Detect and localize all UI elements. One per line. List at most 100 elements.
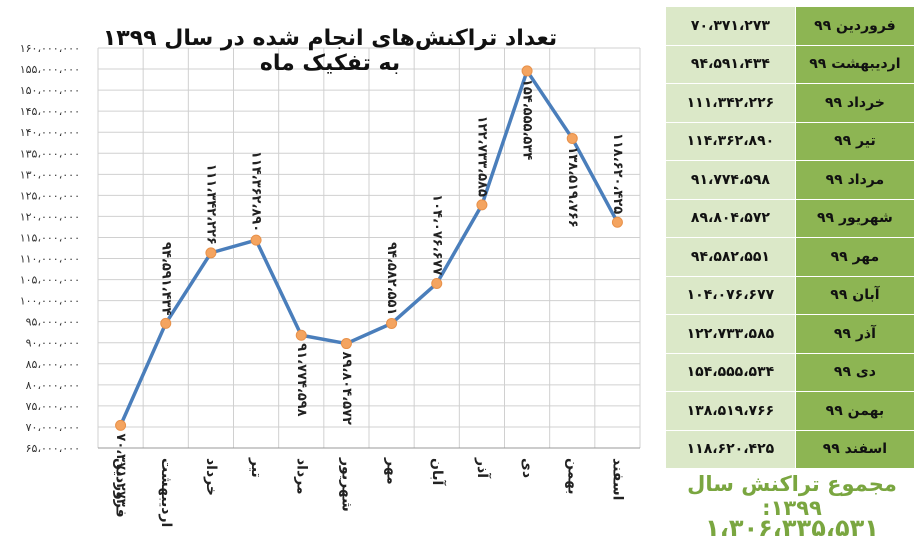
data-label: ۱۱۱،۳۴۲،۲۲۶ bbox=[203, 164, 218, 245]
table-value-cell: ۱۵۴،۵۵۵،۵۳۴ bbox=[665, 352, 796, 392]
x-tick-label: آبان bbox=[429, 458, 447, 486]
chart-svg: ۱۶۰،۰۰۰،۰۰۰ ۱۵۵،۰۰۰،۰۰۰ ۱۵۰،۰۰۰،۰۰۰ ۱۴۵،۰۰۰… bbox=[20, 42, 641, 527]
monthly-table: فروردین ۹۹ ۷۰،۳۷۱،۲۷۳ اردیبهشت ۹۹ ۹۴،۵۹۱،۴۳… bbox=[665, 6, 916, 469]
table-value-cell: ۱۲۲،۷۳۳،۵۸۵ bbox=[665, 314, 796, 354]
table-value-cell: ۱۳۸،۵۱۹،۷۶۶ bbox=[665, 391, 796, 431]
y-tick-label: ۱۱۰،۰۰۰،۰۰۰ bbox=[20, 253, 80, 266]
line-chart: ۱۶۰،۰۰۰،۰۰۰ ۱۵۵،۰۰۰،۰۰۰ ۱۵۰،۰۰۰،۰۰۰ ۱۴۵،۰۰۰… bbox=[20, 26, 641, 527]
x-tick-label: فروردین bbox=[113, 458, 129, 518]
total-value: ۱،۳۰۶،۳۳۵،۵۳۱ bbox=[705, 514, 879, 542]
y-tick-label: ۱۱۵،۰۰۰،۰۰۰ bbox=[20, 231, 80, 244]
data-point bbox=[431, 277, 443, 289]
table-body: فروردین ۹۹ ۷۰،۳۷۱،۲۷۳ اردیبهشت ۹۹ ۹۴،۵۹۱،۴۳… bbox=[665, 6, 916, 469]
y-tick-label: ۱۳۰،۰۰۰،۰۰۰ bbox=[20, 168, 80, 181]
data-label: ۱۲۲،۷۳۳،۵۸۵ bbox=[474, 116, 489, 197]
y-tick-label: ۱۰۵،۰۰۰،۰۰۰ bbox=[20, 274, 80, 287]
y-tick-label: ۸۵،۰۰۰،۰۰۰ bbox=[26, 358, 80, 371]
x-tick-label: اردیبهشت bbox=[158, 458, 174, 527]
table-row: مرداد ۹۹ ۹۱،۷۷۴،۵۹۸ bbox=[665, 160, 916, 200]
table-row: شهریور ۹۹ ۸۹،۸۰۴،۵۷۲ bbox=[665, 198, 916, 238]
table-value-cell: ۱۰۴،۰۷۶،۶۷۷ bbox=[665, 275, 796, 315]
table-value-cell: ۹۱،۷۷۴،۵۹۸ bbox=[665, 160, 796, 200]
y-tick-label: ۱۲۵،۰۰۰،۰۰۰ bbox=[20, 189, 80, 202]
x-tick-label: دی bbox=[519, 458, 535, 478]
data-point bbox=[386, 317, 398, 329]
table-row: بهمن ۹۹ ۱۳۸،۵۱۹،۷۶۶ bbox=[665, 391, 916, 431]
data-point bbox=[340, 338, 352, 350]
y-tick-label: ۱۳۵،۰۰۰،۰۰۰ bbox=[20, 147, 80, 160]
y-tick-label: ۸۰،۰۰۰،۰۰۰ bbox=[26, 379, 80, 392]
x-tick-label: اسفند bbox=[609, 458, 625, 500]
table-month-cell: اردیبهشت ۹۹ bbox=[794, 44, 916, 84]
data-point bbox=[160, 317, 172, 329]
table-value-cell: ۱۱۱،۳۴۲،۲۲۶ bbox=[665, 83, 796, 123]
total-label: مجموع تراکنش سال ۱۳۹۹: bbox=[687, 472, 897, 520]
table-month-cell: مرداد ۹۹ bbox=[794, 160, 916, 200]
data-point bbox=[205, 247, 217, 259]
data-label: ۱۱۴،۳۶۲،۸۹۰ bbox=[249, 151, 264, 232]
y-tick-label: ۷۰،۰۰۰،۰۰۰ bbox=[26, 421, 80, 434]
y-tick-label: ۱۰۰،۰۰۰،۰۰۰ bbox=[20, 295, 80, 308]
data-label: ۱۱۸،۶۲۰،۴۲۵ bbox=[610, 133, 625, 214]
table-row: مهر ۹۹ ۹۴،۵۸۲،۵۵۱ bbox=[665, 237, 916, 277]
data-label: ۸۹،۸۰۴،۵۷۲ bbox=[339, 352, 354, 425]
data-point bbox=[250, 234, 262, 246]
x-tick-label: مرداد bbox=[293, 458, 309, 495]
table-row: دی ۹۹ ۱۵۴،۵۵۵،۵۳۴ bbox=[665, 352, 916, 392]
table-month-cell: شهریور ۹۹ bbox=[794, 198, 916, 238]
table-value-cell: ۷۰،۳۷۱،۲۷۳ bbox=[665, 6, 796, 46]
y-tick-label: ۹۵،۰۰۰،۰۰۰ bbox=[26, 316, 80, 329]
y-tick-label: ۱۲۰،۰۰۰،۰۰۰ bbox=[20, 210, 80, 223]
data-point bbox=[476, 199, 488, 211]
table-value-cell: ۹۴،۵۸۲،۵۵۱ bbox=[665, 237, 796, 277]
x-tick-label: تیر bbox=[248, 457, 264, 478]
table-row: آبان ۹۹ ۱۰۴،۰۷۶،۶۷۷ bbox=[665, 275, 916, 315]
y-tick-label: ۹۰،۰۰۰،۰۰۰ bbox=[26, 337, 80, 350]
x-tick-label: بهمن bbox=[564, 458, 580, 494]
table-month-cell: آذر ۹۹ bbox=[794, 314, 916, 354]
table-month-cell: مهر ۹۹ bbox=[794, 237, 916, 277]
table-row: اردیبهشت ۹۹ ۹۴،۵۹۱،۴۳۴ bbox=[665, 44, 916, 84]
table-month-cell: فروردین ۹۹ bbox=[794, 6, 916, 46]
data-point bbox=[115, 419, 127, 431]
chart-title: تعداد تراکنش‌های انجام شده در سال ۱۳۹۹ ب… bbox=[102, 26, 558, 76]
x-tick-label: مهر bbox=[384, 457, 400, 485]
table-value-cell: ۸۹،۸۰۴،۵۷۲ bbox=[665, 198, 796, 238]
table-month-cell: خرداد ۹۹ bbox=[794, 83, 916, 123]
table-row: اسفند ۹۹ ۱۱۸،۶۲۰،۴۲۵ bbox=[665, 429, 916, 469]
table-row: فروردین ۹۹ ۷۰،۳۷۱،۲۷۳ bbox=[665, 6, 916, 46]
y-tick-label: ۱۴۵،۰۰۰،۰۰۰ bbox=[20, 105, 80, 118]
data-point bbox=[566, 132, 578, 144]
y-tick-label: ۶۵،۰۰۰،۰۰۰ bbox=[26, 442, 80, 455]
x-tick-label: شهریور bbox=[338, 457, 354, 512]
y-tick-label: ۱۵۵،۰۰۰،۰۰۰ bbox=[20, 63, 80, 76]
y-tick-label: ۷۵،۰۰۰،۰۰۰ bbox=[26, 400, 80, 413]
table-row: خرداد ۹۹ ۱۱۱،۳۴۲،۲۲۶ bbox=[665, 83, 916, 123]
y-tick-label: ۱۵۰،۰۰۰،۰۰۰ bbox=[20, 84, 80, 97]
data-label: ۹۴،۵۸۲،۵۵۱ bbox=[384, 242, 399, 315]
table-row: آذر ۹۹ ۱۲۲،۷۳۳،۵۸۵ bbox=[665, 314, 916, 354]
x-tick-label: آذر bbox=[474, 457, 492, 479]
table-value-cell: ۱۱۴،۳۶۲،۸۹۰ bbox=[665, 121, 796, 161]
data-point bbox=[295, 329, 307, 341]
table-row: تیر ۹۹ ۱۱۴،۳۶۲،۸۹۰ bbox=[665, 121, 916, 161]
x-tick-label: خرداد bbox=[203, 458, 219, 496]
data-point bbox=[521, 65, 533, 77]
data-label: ۹۱،۷۷۴،۵۹۸ bbox=[294, 343, 309, 416]
data-label: ۱۵۴،۵۵۵،۵۳۴ bbox=[520, 79, 535, 160]
y-tick-label: ۱۶۰،۰۰۰،۰۰۰ bbox=[20, 42, 80, 55]
table-value-cell: ۹۴،۵۹۱،۴۳۴ bbox=[665, 44, 796, 84]
table-month-cell: آبان ۹۹ bbox=[794, 275, 916, 315]
table-month-cell: دی ۹۹ bbox=[794, 352, 916, 392]
table-month-cell: اسفند ۹۹ bbox=[794, 429, 916, 469]
data-label: ۷۰،۳۷۱،۲۷۳ bbox=[113, 433, 128, 506]
data-label: ۱۳۸،۵۱۹،۷۶۶ bbox=[565, 146, 580, 227]
table-month-cell: تیر ۹۹ bbox=[794, 121, 916, 161]
table-month-cell: بهمن ۹۹ bbox=[794, 391, 916, 431]
data-label: ۹۴،۵۹۱،۴۳۴ bbox=[158, 242, 173, 315]
series-line bbox=[118, 69, 619, 427]
data-point bbox=[611, 216, 623, 228]
table-value-cell: ۱۱۸،۶۲۰،۴۲۵ bbox=[665, 429, 796, 469]
y-tick-label: ۱۴۰،۰۰۰،۰۰۰ bbox=[20, 126, 80, 139]
data-label: ۱۰۴،۰۷۶،۶۷۷ bbox=[429, 194, 444, 275]
